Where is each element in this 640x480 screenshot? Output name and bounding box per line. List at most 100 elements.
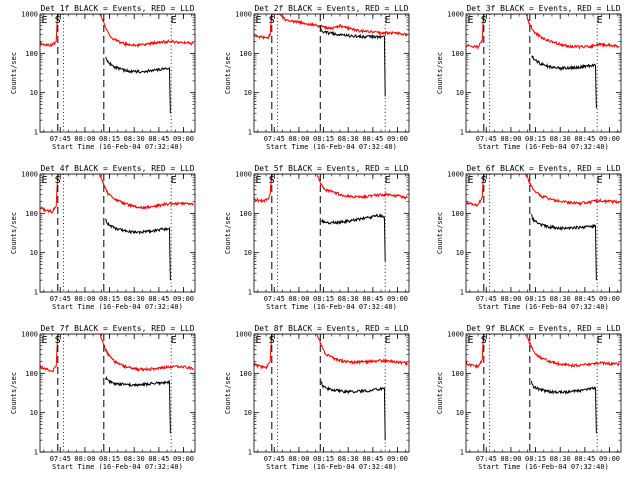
x-tick-label: 08:30	[124, 135, 145, 143]
x-axis-label: Start Time (16-Feb-04 07:32:40)	[478, 463, 609, 471]
event-marker-e: E	[468, 15, 474, 26]
event-marker-s: S	[269, 15, 275, 26]
panel-4: Det 4f BLACK = Events, RED = LLD 1 10 100 10…	[10, 164, 196, 311]
event-marker-e: E	[468, 175, 474, 186]
panel-title: Det 4f BLACK = Events, RED = LLD	[40, 164, 194, 173]
x-axis-label: Start Time (16-Feb-04 07:32:40)	[266, 303, 397, 311]
y-tick-label: 1	[34, 129, 38, 137]
event-marker-e: E	[256, 15, 262, 26]
y-tick-label: 100	[239, 50, 252, 58]
panel-traces	[254, 14, 408, 97]
x-tick-label: 08:30	[124, 455, 145, 463]
x-tick-label: 08:45	[148, 455, 169, 463]
y-tick-label: 1	[460, 449, 464, 457]
x-tick-label: 09:00	[387, 295, 408, 303]
panel-frame	[253, 13, 410, 133]
x-tick-label: 08:00	[288, 455, 309, 463]
event-marker-e: E	[256, 175, 262, 186]
event-marker-e: E	[171, 175, 177, 186]
x-tick-label: 08:45	[148, 135, 169, 143]
event-marker-e: E	[468, 335, 474, 346]
x-axis-label: Start Time (16-Feb-04 07:32:40)	[52, 463, 183, 471]
y-tick-label: 100	[451, 50, 464, 58]
x-tick-label: 07:45	[264, 455, 285, 463]
y-tick-label: 1	[248, 449, 252, 457]
x-tick-label: 09:00	[173, 135, 194, 143]
series-2-line	[105, 375, 171, 434]
y-tick-label: 1000	[235, 171, 252, 179]
x-tick-label: 08:00	[288, 135, 309, 143]
x-tick-label: 08:45	[148, 295, 169, 303]
x-tick-label: 08:00	[500, 295, 521, 303]
event-marker-s: S	[481, 335, 487, 346]
y-tick-label: 1000	[235, 11, 252, 19]
event-marker-e: E	[385, 175, 391, 186]
panel-traces	[254, 174, 408, 262]
x-tick-label: 08:30	[550, 455, 571, 463]
y-tick-label: 10	[30, 409, 38, 417]
panel-title: Det 3f BLACK = Events, RED = LLD	[466, 4, 620, 13]
y-tick-label: 10	[456, 249, 464, 257]
panel-title: Det 7f BLACK = Events, RED = LLD	[40, 324, 194, 333]
panel-3: Det 3f BLACK = Events, RED = LLD 1 10 100 10…	[436, 4, 622, 151]
panel-traces	[466, 174, 620, 281]
panel-frame	[465, 333, 622, 453]
panel-title: Det 2f BLACK = Events, RED = LLD	[254, 4, 408, 13]
event-marker-e: E	[597, 175, 603, 186]
x-tick-label: 08:30	[550, 295, 571, 303]
y-tick-label: 1000	[447, 331, 464, 339]
event-marker-s: S	[55, 175, 61, 186]
y-axis-label: Counts/sec	[10, 212, 18, 254]
series-1-line	[40, 14, 194, 49]
y-tick-label: 1000	[21, 171, 38, 179]
x-tick-label: 08:00	[500, 135, 521, 143]
event-marker-e: E	[597, 335, 603, 346]
x-tick-label: 08:00	[74, 295, 95, 303]
x-tick-label: 08:15	[313, 455, 334, 463]
x-tick-label: 07:45	[476, 455, 497, 463]
panel-frame	[39, 333, 196, 453]
x-tick-label: 07:45	[50, 295, 71, 303]
panel-2: Det 2f BLACK = Events, RED = LLD 1 10 100 10…	[224, 4, 410, 151]
y-axis-label: Counts/sec	[224, 212, 232, 254]
x-tick-label: 08:45	[362, 295, 383, 303]
y-tick-label: 1	[460, 129, 464, 137]
x-tick-label: 08:15	[99, 295, 120, 303]
event-marker-s: S	[269, 175, 275, 186]
y-tick-label: 1	[248, 289, 252, 297]
y-tick-label: 10	[244, 249, 252, 257]
series-2-line	[320, 212, 386, 262]
event-marker-e: E	[171, 15, 177, 26]
panel-frame	[39, 13, 196, 133]
series-2-line	[531, 380, 597, 434]
x-tick-label: 08:15	[313, 135, 334, 143]
event-marker-e: E	[42, 15, 48, 26]
y-tick-label: 10	[244, 89, 252, 97]
y-tick-label: 100	[451, 370, 464, 378]
event-marker-s: S	[481, 15, 487, 26]
x-axis-label: Start Time (16-Feb-04 07:32:40)	[266, 463, 397, 471]
x-tick-label: 08:30	[338, 295, 359, 303]
y-tick-label: 10	[30, 89, 38, 97]
x-tick-label: 08:45	[362, 135, 383, 143]
y-tick-label: 10	[30, 249, 38, 257]
x-tick-label: 07:45	[264, 135, 285, 143]
event-marker-e: E	[597, 15, 603, 26]
series-2-line	[531, 213, 597, 281]
panel-7: Det 7f BLACK = Events, RED = LLD 1 10 100 10…	[10, 324, 196, 471]
y-tick-label: 1000	[447, 171, 464, 179]
x-tick-label: 08:15	[99, 455, 120, 463]
series-1-line	[466, 14, 620, 51]
x-tick-label: 08:30	[124, 295, 145, 303]
x-tick-label: 08:00	[74, 455, 95, 463]
panel-frame	[253, 173, 410, 293]
y-tick-label: 10	[244, 409, 252, 417]
series-2-line	[320, 380, 386, 441]
series-1-line	[40, 334, 194, 373]
series-2-line	[319, 27, 386, 97]
panel-traces	[466, 14, 620, 109]
x-tick-label: 08:30	[338, 135, 359, 143]
y-axis-label: Counts/sec	[224, 52, 232, 94]
panel-frame	[253, 333, 410, 453]
